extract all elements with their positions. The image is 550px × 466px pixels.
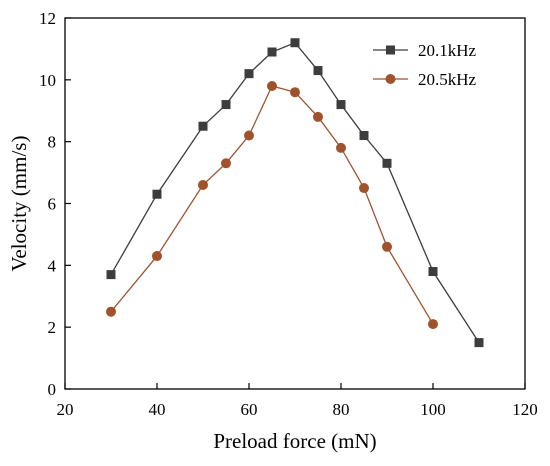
y-axis-title: Velocity (mm/s) [7,136,31,272]
x-tick-label: 40 [149,400,166,419]
data-point [267,47,277,57]
legend-label: 20.1kHz [418,41,477,60]
y-tick-label: 0 [48,380,57,399]
y-tick-label: 10 [39,71,56,90]
data-point [474,338,484,348]
data-point [290,87,300,98]
series-2 [106,81,438,330]
data-point [336,100,346,110]
axis-ticks: 20 40 60 80 100 120 0 2 4 6 8 10 12 [39,9,538,419]
x-tick-label: 60 [241,400,258,419]
data-point [198,121,208,131]
data-point [244,69,254,79]
series-1 [106,38,484,348]
series-group [106,38,484,348]
data-point [359,130,369,140]
data-point [313,111,323,122]
y-tick-label: 12 [39,9,56,28]
y-tick-label: 8 [48,133,57,152]
legend-item: 20.1kHz [373,41,477,60]
data-point [336,142,346,153]
x-axis-title: Preload force (mN) [213,429,376,453]
legend-item: 20.5kHz [373,70,477,89]
series-line [110,85,434,325]
y-tick-label: 2 [48,318,57,337]
x-tick-label: 100 [420,400,446,419]
y-tick-label: 4 [48,256,57,275]
data-point [428,267,438,277]
data-point [106,306,116,317]
data-point [244,130,254,141]
data-point [198,179,208,190]
x-tick-label: 120 [512,400,538,419]
data-point [267,81,277,92]
data-point [382,158,392,168]
data-point [428,319,438,330]
y-tick-label: 6 [48,195,57,214]
x-tick-label: 80 [333,400,350,419]
data-point [152,251,162,262]
legend-marker [385,74,396,84]
plot-frame [64,17,526,390]
data-point [221,100,231,110]
legend-marker [386,45,395,55]
legend-label: 20.5kHz [418,70,477,89]
data-point [359,183,369,194]
data-point [313,66,323,76]
data-point [290,38,300,48]
data-point [106,270,116,280]
data-point [221,158,231,169]
data-point [152,189,162,199]
legend: 20.1kHz 20.5kHz [373,41,477,89]
data-point [382,241,392,252]
x-tick-label: 20 [57,400,74,419]
